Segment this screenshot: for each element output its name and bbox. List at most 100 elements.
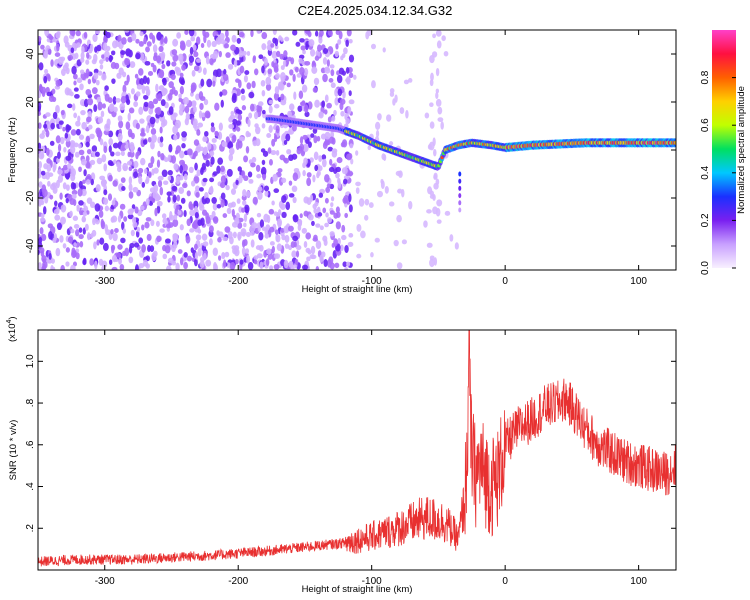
heatmap-cell [176, 194, 181, 202]
heatmap-cell [313, 234, 318, 240]
heatmap-cell [313, 151, 319, 161]
heatmap-cell [232, 231, 237, 239]
heatmap-cell [145, 124, 150, 134]
heatmap-cell [283, 50, 288, 58]
heatmap-cell [220, 199, 225, 208]
heatmap-cell [202, 177, 208, 183]
heatmap-cell [430, 72, 434, 82]
heatmap-cell [382, 47, 386, 53]
heatmap-cell [329, 210, 335, 215]
heatmap-cell [51, 88, 56, 95]
heatmap-cell [289, 69, 294, 76]
heatmap-cell [91, 87, 98, 95]
heatmap-cell [219, 91, 223, 97]
heatmap-cell [235, 179, 239, 186]
heatmap-cell [76, 42, 81, 48]
heatmap-cell [345, 39, 349, 47]
heatmap-cell [227, 141, 234, 150]
heatmap-cell [282, 59, 287, 67]
heatmap-cell [85, 88, 92, 96]
heatmap-cell [130, 88, 135, 95]
heatmap-cell [73, 80, 77, 86]
heatmap-cell [112, 96, 117, 105]
heatmap-cell [56, 222, 62, 231]
heatmap-cell [343, 47, 348, 55]
heatmap-cell [348, 204, 353, 213]
heatmap-cell [133, 160, 139, 169]
heatmap-cell [243, 74, 248, 83]
heatmap-cell [78, 134, 85, 140]
heatmap-cell [42, 258, 46, 264]
heatmap-cell [389, 88, 395, 94]
heatmap-cell [204, 130, 209, 137]
heatmap-cell [316, 170, 321, 177]
heatmap-cell [99, 64, 104, 70]
heatmap-cell [255, 164, 261, 172]
heatmap-cell [158, 45, 164, 53]
heatmap-cell [58, 120, 64, 125]
heatmap-cell [386, 114, 392, 122]
heatmap-cell [315, 240, 322, 249]
heatmap-cell [179, 164, 183, 174]
heatmap-cell [271, 138, 276, 147]
heatmap-cell [215, 36, 222, 45]
heatmap-cell [116, 161, 121, 168]
heatmap-cell [297, 218, 303, 225]
heatmap-cell [237, 79, 242, 89]
heatmap-cell [220, 99, 224, 108]
heatmap-cell [167, 170, 173, 176]
heatmap-cell [110, 228, 114, 235]
heatmap-cell [129, 150, 135, 158]
heatmap-cell [96, 44, 102, 52]
heatmap-cell [225, 184, 230, 191]
heatmap-cell [335, 166, 341, 173]
heatmap-cell [285, 201, 291, 211]
heatmap-cell [199, 260, 205, 268]
heatmap-cell [258, 232, 264, 241]
heatmap-cell [435, 178, 440, 186]
heatmap-cell [212, 202, 218, 211]
heatmap-cell [155, 220, 160, 227]
heatmap-cell [156, 235, 162, 243]
heatmap-cell [322, 207, 327, 214]
heatmap-cell [310, 245, 316, 255]
heatmap-cell [162, 253, 168, 260]
heatmap-cell [145, 198, 150, 206]
heatmap-cell [269, 241, 275, 246]
heatmap-cell [281, 133, 286, 143]
heatmap-cell [255, 138, 261, 147]
heatmap-cell [120, 177, 126, 184]
heatmap-cell [52, 111, 58, 120]
heatmap-cell [47, 180, 51, 187]
heatmap-cell [429, 194, 435, 199]
heatmap-cell [243, 213, 248, 222]
heatmap-cell [327, 30, 333, 37]
heatmap-cell [334, 262, 340, 269]
heatmap-cell [110, 216, 115, 223]
heatmap-cell [90, 172, 96, 181]
heatmap-cell [69, 198, 75, 205]
heatmap-cell [126, 74, 130, 83]
heatmap-cell [129, 242, 135, 249]
heatmap-cell [292, 73, 296, 82]
heatmap-cell [76, 77, 83, 84]
heatmap-cell [142, 75, 148, 85]
heatmap-cell [182, 163, 188, 172]
heatmap-cell [264, 233, 270, 239]
colorbar-label: Normalized spectral amplitude [736, 86, 747, 214]
heatmap-cell [108, 174, 113, 182]
heatmap-cell [43, 163, 49, 170]
spectrogram-y-tick-label: 40 [25, 48, 36, 60]
heatmap-cell [243, 155, 249, 163]
heatmap-cell [39, 217, 46, 222]
heatmap-cell [247, 171, 253, 178]
heatmap-cell [236, 37, 242, 44]
heatmap-cell [38, 101, 42, 111]
heatmap-cell [271, 61, 275, 68]
heatmap-cell [111, 266, 118, 270]
heatmap-cell [162, 218, 168, 224]
heatmap-cell [246, 50, 251, 56]
heatmap-cell [205, 216, 211, 225]
heatmap-cell [224, 226, 231, 233]
heatmap-cell [273, 264, 280, 270]
